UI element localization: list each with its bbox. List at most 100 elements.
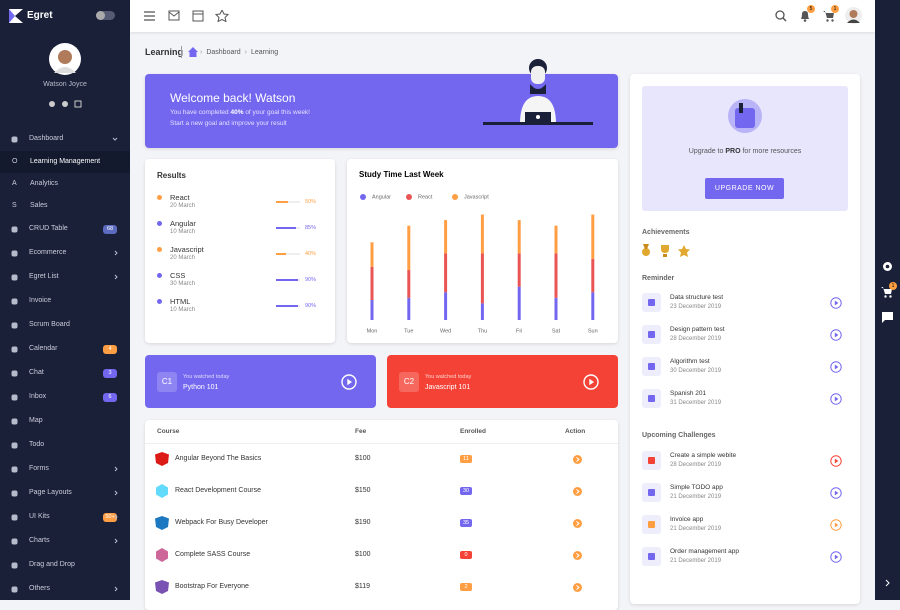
result-name: HTML <box>170 297 191 306</box>
crumb[interactable]: Learning <box>250 49 279 56</box>
icon-shape <box>11 226 18 232</box>
icon-glyph <box>648 395 655 402</box>
menu-item[interactable]: Page Layouts <box>0 481 130 505</box>
menu-item[interactable]: A Analytics <box>0 173 130 195</box>
icon-shape <box>11 136 18 142</box>
progress-bar <box>276 201 288 203</box>
item-icon <box>642 325 661 344</box>
upgrade-button[interactable]: UPGRADE NOW <box>705 178 784 199</box>
right-cart-icon[interactable] <box>881 286 893 298</box>
course-name: Webpack For Busy Developer <box>175 519 268 526</box>
top-avatar[interactable] <box>845 7 862 24</box>
menu-label: Forms <box>29 465 49 472</box>
bar-segment <box>517 286 521 320</box>
menu-label: Ecommerce <box>29 249 67 256</box>
play-button[interactable] <box>830 393 842 405</box>
action-button[interactable] <box>573 454 582 464</box>
play-button[interactable] <box>830 297 842 309</box>
bar-segment <box>554 225 558 254</box>
menu-item[interactable]: Drag and Drop <box>0 553 130 577</box>
expand-icon[interactable] <box>885 579 891 587</box>
action-button[interactable] <box>573 582 582 592</box>
breadcrumb: › Dashboard › Learning <box>200 49 278 56</box>
menu-item[interactable]: UI Kits 50+ <box>0 505 130 529</box>
watched-card: C2 You watched today Javascript 101 <box>387 355 618 408</box>
bar-segment <box>407 297 411 320</box>
crumb[interactable]: Dashboard <box>206 49 241 56</box>
play-button[interactable] <box>583 374 599 390</box>
menu-item[interactable]: S Sales <box>0 195 130 217</box>
play-button[interactable] <box>830 519 842 531</box>
chat-icon[interactable] <box>882 312 893 323</box>
play-ring <box>830 455 842 467</box>
menu-item[interactable]: Map <box>0 409 130 433</box>
menu-icon <box>11 466 18 472</box>
pro: PRO <box>725 148 741 155</box>
play-button[interactable] <box>830 551 842 563</box>
action-dot <box>573 518 582 528</box>
menu-label: Sales <box>30 202 48 209</box>
x-tick-label: Sat <box>552 328 561 334</box>
crumb-separator: › <box>244 49 247 56</box>
icon-shape <box>11 250 18 256</box>
course-code: C1 <box>157 372 177 392</box>
welcome-card: Welcome back! Watson You have completed … <box>145 59 618 148</box>
icon-shape <box>11 562 18 568</box>
menu-item[interactable]: O Learning Management <box>0 151 130 173</box>
bar-segment <box>370 242 374 267</box>
menu-icon <box>11 418 18 424</box>
logo <box>9 9 23 23</box>
icon-shape <box>11 586 18 592</box>
play-button[interactable] <box>830 361 842 373</box>
progress-track <box>276 253 300 255</box>
menu-item[interactable]: Others <box>0 577 130 601</box>
menu-item[interactable]: Forms <box>0 457 130 481</box>
menu-item[interactable]: Chat 3 <box>0 361 130 385</box>
menu-item[interactable]: Scrum Board <box>0 313 130 337</box>
menu-item[interactable]: Charts <box>0 529 130 553</box>
study-time-chart: Study Time Last Week Angular React Javascr… <box>359 170 598 334</box>
play-button[interactable] <box>830 455 842 467</box>
course-logo <box>155 452 169 466</box>
arrow <box>114 250 118 256</box>
menu-label: Map <box>29 417 43 424</box>
menu-arrow <box>114 490 118 496</box>
menu-label: Calendar <box>29 345 58 352</box>
menu-item[interactable]: Egret List <box>0 265 130 289</box>
play-button[interactable] <box>830 329 842 341</box>
cart-icon[interactable] <box>823 10 835 22</box>
sidebar: Egret Watson Joyce Dashboard O Learning Ma… <box>0 0 130 600</box>
item-icon <box>642 451 661 470</box>
menu-item[interactable]: Dashboard <box>0 127 130 151</box>
enrolled-badge: 2 <box>460 583 472 591</box>
x-tick-label: Wed <box>440 328 451 334</box>
menu-prefix: S <box>12 202 17 209</box>
item-date: 28 December 2019 <box>670 462 722 468</box>
menu-item[interactable]: Invoice <box>0 289 130 313</box>
watched-course: Python 101 <box>183 384 219 391</box>
achievement-badges <box>642 244 690 257</box>
menu-item[interactable]: Inbox 6 <box>0 385 130 409</box>
action-button[interactable] <box>573 486 582 496</box>
search-icon[interactable] <box>775 10 787 22</box>
action-button[interactable] <box>573 518 582 528</box>
menu-arrow <box>114 274 118 280</box>
menu-item[interactable]: Ecommerce <box>0 241 130 265</box>
x-tick-label: Sun <box>588 328 598 334</box>
menu-item[interactable]: Todo <box>0 433 130 457</box>
home-icon[interactable] <box>188 47 198 57</box>
menu-item[interactable]: CRUD Table 68 <box>0 217 130 241</box>
play-button[interactable] <box>830 487 842 499</box>
toggle[interactable] <box>96 11 115 20</box>
user-actions[interactable] <box>48 100 84 108</box>
menu-icon <box>11 442 18 448</box>
settings-icon[interactable] <box>882 261 893 272</box>
action-button[interactable] <box>573 550 582 560</box>
play-button[interactable] <box>341 374 357 390</box>
bell-icon[interactable] <box>799 10 811 22</box>
progress-bar <box>276 227 297 229</box>
menu-item[interactable]: Calendar 4 <box>0 337 130 361</box>
play-triangle <box>834 364 839 370</box>
topbar-icons[interactable] <box>144 10 244 22</box>
welcome-title: Welcome back! Watson <box>170 91 296 105</box>
